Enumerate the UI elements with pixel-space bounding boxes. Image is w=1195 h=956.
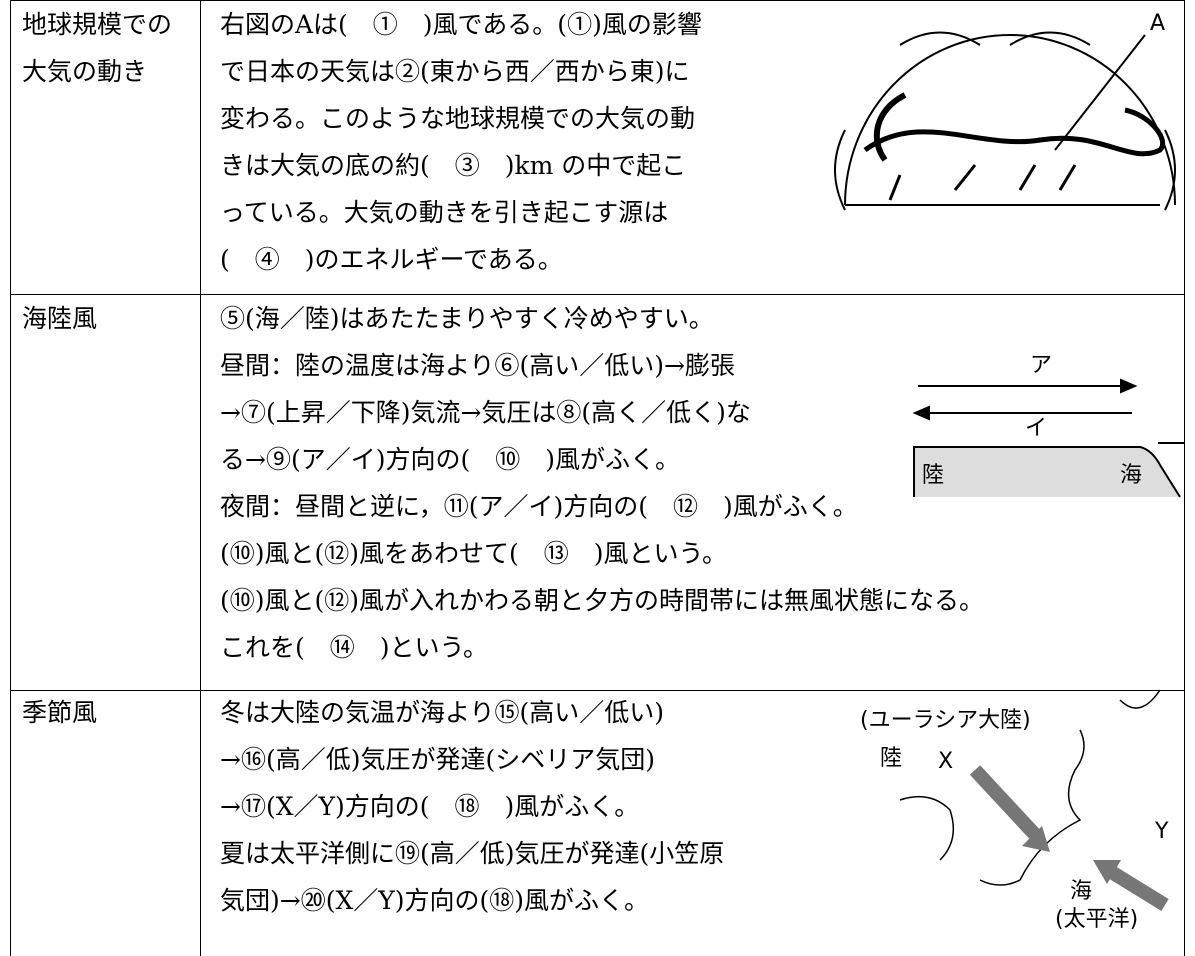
figure-label: 陸 — [922, 463, 944, 488]
text-line: る→⑨(ア／イ)方向の( ⑩ )風がふく。 — [220, 445, 680, 474]
text-line: っている。大気の動きを引き起こす源は — [220, 198, 669, 227]
border — [10, 0, 11, 956]
border — [10, 690, 1185, 691]
text-line: ⑤(海／陸)はあたたまりやすく冷めやすい。 — [220, 304, 714, 333]
text-line: 気団)→⑳(X／Y)方向の(⑱)風がふく。 — [220, 886, 650, 915]
text-line: きは大気の底の約( ③ )km の中で起こ — [220, 151, 687, 180]
border — [10, 0, 1185, 1]
text-line: ( ④ )のエネルギーである。 — [220, 245, 563, 274]
figure-label: ア — [1030, 353, 1052, 378]
land-sea-figure — [912, 378, 1185, 498]
text-line: これを( ⑭ )という。 — [220, 633, 489, 662]
figure-label: 陸 — [880, 746, 902, 771]
figure-label: イ — [1025, 416, 1047, 441]
figure-label: 海 — [1120, 463, 1142, 488]
border — [1184, 0, 1185, 956]
row-label: 地球規模での — [22, 10, 173, 39]
text-line: (⑩)風と(⑫)風が入れかわる朝と夕方の時間帯には無風状態になる。 — [220, 586, 985, 615]
figure-label: A — [1150, 11, 1165, 36]
text-line: 夜間：昼間と逆に，⑪(ア／イ)方向の( ⑫ )風がふく。 — [220, 492, 858, 521]
border — [10, 294, 1185, 295]
row-label: 季節風 — [22, 698, 98, 727]
globe-figure — [834, 31, 1176, 211]
row-label: 大気の動き — [22, 57, 148, 86]
text-line: 右図のAは( ① )風である。(①)風の影響 — [220, 10, 702, 39]
text-line: →⑯(高／低)気圧が発達(シベリア気団) — [220, 745, 655, 774]
figure-label: (ユーラシア大陸) — [860, 708, 1031, 733]
text-line: →⑦(上昇／下降)気流→気圧は⑧(高く／低く)な — [220, 398, 751, 427]
map-figure — [899, 689, 1169, 911]
text-line: (⑩)風と(⑫)風をあわせて( ⑬ )風という。 — [220, 539, 728, 568]
border — [200, 0, 201, 956]
text-line: 夏は太平洋側に⑲(高／低)気圧が発達(小笠原 — [220, 839, 725, 868]
figure-label: X — [938, 749, 953, 774]
text-line: 昼間：陸の温度は海より⑥(高い／低い)→膨張 — [220, 351, 735, 380]
figure-label: 海 — [1070, 879, 1092, 904]
figure-label: Y — [1154, 819, 1169, 844]
text-line: 変わる。このような地球規模での大気の動 — [220, 104, 696, 133]
text-line: →⑰(X／Y)方向の( ⑱ )風がふく。 — [220, 792, 640, 821]
text-line: 冬は大陸の気温が海より⑮(高い／低い) — [220, 698, 665, 727]
row-label: 海陸風 — [22, 304, 98, 333]
text-line: で日本の天気は②(東から西／西から東)に — [220, 57, 690, 86]
figure-label: (太平洋) — [1055, 907, 1138, 932]
